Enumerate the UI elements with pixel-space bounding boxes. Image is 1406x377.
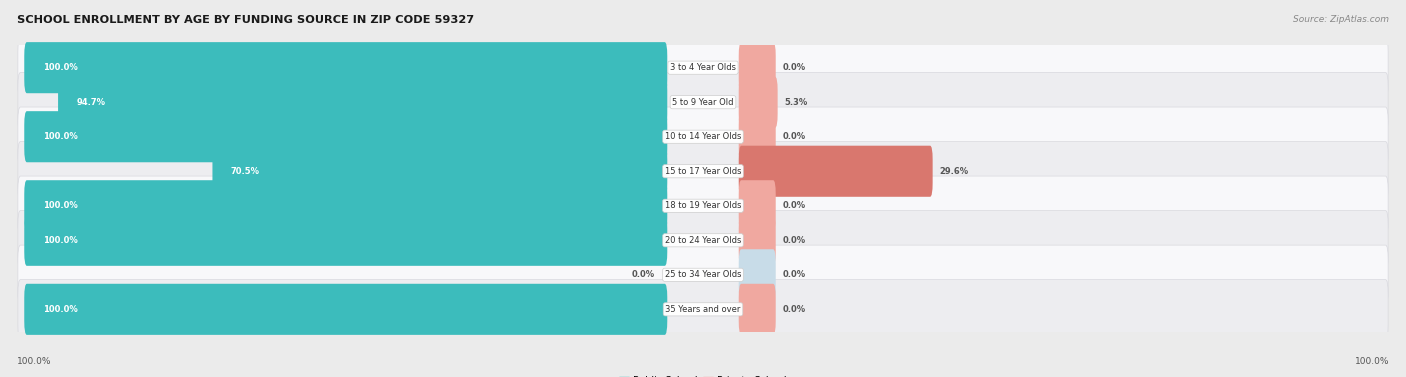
Text: 10 to 14 Year Olds: 10 to 14 Year Olds	[665, 132, 741, 141]
FancyBboxPatch shape	[738, 146, 932, 197]
FancyBboxPatch shape	[24, 180, 668, 231]
Text: 100.0%: 100.0%	[42, 201, 77, 210]
FancyBboxPatch shape	[18, 107, 1388, 166]
FancyBboxPatch shape	[738, 42, 776, 93]
Text: 100.0%: 100.0%	[42, 236, 77, 245]
FancyBboxPatch shape	[738, 111, 776, 162]
FancyBboxPatch shape	[18, 141, 1388, 201]
FancyBboxPatch shape	[212, 146, 668, 197]
FancyBboxPatch shape	[18, 245, 1388, 305]
Text: 0.0%: 0.0%	[783, 63, 806, 72]
Text: SCHOOL ENROLLMENT BY AGE BY FUNDING SOURCE IN ZIP CODE 59327: SCHOOL ENROLLMENT BY AGE BY FUNDING SOUR…	[17, 15, 474, 25]
Legend: Public School, Private School: Public School, Private School	[616, 372, 790, 377]
Text: 35 Years and over: 35 Years and over	[665, 305, 741, 314]
FancyBboxPatch shape	[18, 72, 1388, 132]
Text: 20 to 24 Year Olds: 20 to 24 Year Olds	[665, 236, 741, 245]
FancyBboxPatch shape	[24, 111, 668, 162]
Text: 0.0%: 0.0%	[783, 236, 806, 245]
Text: 15 to 17 Year Olds: 15 to 17 Year Olds	[665, 167, 741, 176]
Text: 70.5%: 70.5%	[231, 167, 260, 176]
Text: 18 to 19 Year Olds: 18 to 19 Year Olds	[665, 201, 741, 210]
Text: 94.7%: 94.7%	[76, 98, 105, 107]
Text: 3 to 4 Year Olds: 3 to 4 Year Olds	[671, 63, 735, 72]
Text: 0.0%: 0.0%	[783, 305, 806, 314]
Text: 25 to 34 Year Olds: 25 to 34 Year Olds	[665, 270, 741, 279]
Text: 100.0%: 100.0%	[42, 63, 77, 72]
FancyBboxPatch shape	[58, 77, 668, 128]
Text: 100.0%: 100.0%	[42, 305, 77, 314]
FancyBboxPatch shape	[18, 280, 1388, 339]
Text: 0.0%: 0.0%	[783, 270, 806, 279]
FancyBboxPatch shape	[24, 215, 668, 266]
FancyBboxPatch shape	[738, 180, 776, 231]
Text: 0.0%: 0.0%	[783, 201, 806, 210]
FancyBboxPatch shape	[738, 215, 776, 266]
FancyBboxPatch shape	[738, 77, 778, 128]
Text: 29.6%: 29.6%	[939, 167, 969, 176]
Text: 5.3%: 5.3%	[785, 98, 808, 107]
FancyBboxPatch shape	[24, 284, 668, 335]
Text: 5 to 9 Year Old: 5 to 9 Year Old	[672, 98, 734, 107]
FancyBboxPatch shape	[738, 284, 776, 335]
Text: 100.0%: 100.0%	[17, 357, 52, 366]
Text: Source: ZipAtlas.com: Source: ZipAtlas.com	[1294, 15, 1389, 24]
FancyBboxPatch shape	[18, 211, 1388, 270]
FancyBboxPatch shape	[24, 42, 668, 93]
Text: 100.0%: 100.0%	[42, 132, 77, 141]
FancyBboxPatch shape	[738, 249, 776, 300]
Text: 100.0%: 100.0%	[1354, 357, 1389, 366]
FancyBboxPatch shape	[18, 176, 1388, 236]
Text: 0.0%: 0.0%	[783, 132, 806, 141]
Text: 0.0%: 0.0%	[633, 270, 655, 279]
FancyBboxPatch shape	[18, 38, 1388, 97]
